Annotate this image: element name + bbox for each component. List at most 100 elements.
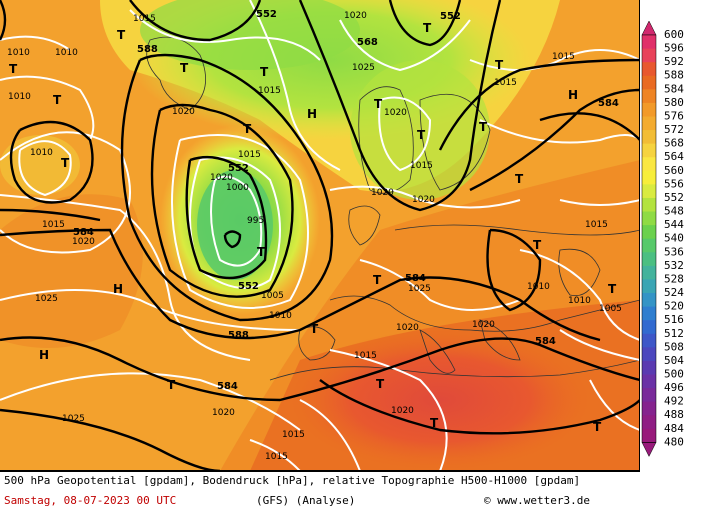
legend-swatch: [642, 415, 656, 430]
low-pressure-symbol: T: [257, 245, 266, 259]
high-pressure-symbol: H: [39, 348, 49, 362]
legend-label: 584: [664, 82, 684, 95]
low-symbol-group: T T T T T T T T T T T T T T T T T T T T …: [9, 21, 617, 434]
low-pressure-symbol: T: [593, 420, 602, 434]
geopotential-label: 584: [405, 273, 426, 284]
geopotential-label: 552: [256, 9, 277, 20]
legend-frame: [641, 34, 657, 443]
pressure-label: 1010: [55, 48, 78, 58]
legend-swatch: [642, 102, 656, 117]
low-pressure-symbol: T: [608, 282, 617, 296]
pressure-label: 1015: [354, 351, 377, 361]
legend-label: 532: [664, 259, 684, 272]
pressure-label: 1010: [8, 92, 31, 102]
legend-label: 496: [664, 381, 684, 394]
legend-label: 484: [664, 422, 684, 435]
legend-label: 548: [664, 205, 684, 218]
low-pressure-symbol: T: [310, 322, 319, 336]
legend-label: 536: [664, 245, 684, 258]
pressure-label: 1020: [172, 107, 195, 117]
legend-label: 492: [664, 395, 684, 408]
legend-label: 512: [664, 327, 684, 340]
pressure-label: 1015: [585, 220, 608, 230]
geopotential-label: 588: [228, 330, 249, 341]
legend-label: 516: [664, 313, 684, 326]
legend-swatch: [642, 116, 656, 131]
low-pressure-symbol: T: [376, 377, 385, 391]
geopotential-label: 584: [73, 227, 94, 238]
pressure-label: 1015: [265, 452, 288, 462]
low-pressure-symbol: T: [117, 28, 126, 42]
geopotential-label-group: 552 552 568 588 552 552 584 584 588 584 …: [73, 9, 619, 392]
pressure-label: 1015: [410, 161, 433, 171]
low-pressure-symbol: T: [167, 378, 176, 392]
pressure-label: 1010: [527, 282, 550, 292]
legend-swatch: [642, 306, 656, 321]
legend-label: 560: [664, 164, 684, 177]
legend-swatch: [642, 130, 656, 145]
pressure-label: 1025: [352, 63, 375, 73]
geopotential-label: 588: [137, 44, 158, 55]
legend-label: 524: [664, 286, 684, 299]
legend-label: 580: [664, 96, 684, 109]
legend-swatch: [642, 388, 656, 403]
pressure-label: 1015: [282, 430, 305, 440]
credit-link[interactable]: © www.wetter3.de: [484, 494, 590, 507]
pressure-label: 1020: [396, 323, 419, 333]
high-pressure-symbol: H: [113, 282, 123, 296]
legend-label: 500: [664, 368, 684, 381]
legend-arrow-bottom: [641, 442, 657, 457]
pressure-label: 1000: [226, 183, 249, 193]
legend-swatch: [642, 143, 656, 158]
legend-label: 480: [664, 435, 684, 448]
weather-map: 552 552 568 588 552 552 584 584 588 584 …: [0, 0, 640, 471]
low-pressure-symbol: T: [479, 120, 488, 134]
legend-label: 520: [664, 300, 684, 313]
legend-swatch: [642, 225, 656, 240]
pressure-label: 1025: [35, 294, 58, 304]
legend-swatch: [642, 238, 656, 253]
legend-label: 564: [664, 150, 684, 163]
pressure-label: 1015: [258, 86, 281, 96]
legend-swatch: [642, 360, 656, 375]
low-pressure-symbol: T: [260, 65, 269, 79]
pressure-label: 1010: [7, 48, 30, 58]
low-pressure-symbol: T: [417, 128, 426, 142]
legend-label: 508: [664, 340, 684, 353]
pressure-label: 1015: [42, 220, 65, 230]
legend-arrow-top: [641, 20, 657, 36]
pressure-label: 1010: [568, 296, 591, 306]
pressure-label: 1025: [62, 414, 85, 424]
legend-label: 552: [664, 191, 684, 204]
legend-canvas: 6005965925885845805765725685645605565525…: [641, 20, 684, 457]
geopotential-label: 552: [440, 11, 461, 22]
legend-label: 488: [664, 408, 684, 421]
legend-swatch: [642, 293, 656, 308]
legend-label: 572: [664, 123, 684, 136]
legend-swatch: [642, 374, 656, 389]
legend-swatch: [642, 35, 656, 50]
legend-swatch: [642, 265, 656, 280]
legend-label: 596: [664, 42, 684, 55]
low-pressure-symbol: T: [180, 61, 189, 75]
legend-swatch: [642, 333, 656, 348]
legend-swatch: [642, 347, 656, 362]
pressure-label: 1005: [599, 304, 622, 314]
pressure-label: 1020: [212, 408, 235, 418]
low-pressure-symbol: T: [430, 416, 439, 430]
low-pressure-symbol: T: [515, 172, 524, 186]
low-pressure-symbol: T: [53, 93, 62, 107]
legend-swatch: [642, 428, 656, 443]
pressure-label: 1015: [552, 52, 575, 62]
low-pressure-symbol: T: [423, 21, 432, 35]
legend-swatch: [642, 197, 656, 213]
legend-label: 600: [664, 28, 684, 41]
legend-swatch: [642, 89, 656, 104]
legend-swatch: [642, 279, 656, 294]
pressure-label-group: 1015 1020 1025 1010 1015 1010 1010 1010 …: [7, 11, 622, 462]
pressure-label: 1020: [72, 237, 95, 247]
legend-swatch: [642, 252, 656, 267]
model-info: (GFS) (Analyse): [256, 494, 356, 507]
low-pressure-symbol: T: [243, 122, 252, 136]
legend-label: 544: [664, 218, 684, 231]
